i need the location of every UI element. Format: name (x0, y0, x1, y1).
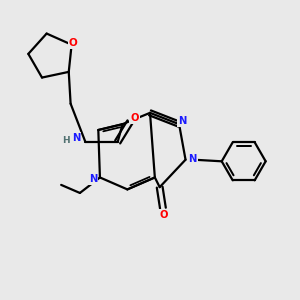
Text: O: O (130, 113, 139, 123)
Text: H: H (62, 136, 70, 145)
Text: O: O (160, 210, 169, 220)
Text: N: N (72, 133, 80, 143)
Text: O: O (69, 38, 78, 48)
Text: N: N (178, 116, 187, 126)
Text: N: N (188, 154, 197, 164)
Text: N: N (88, 174, 97, 184)
